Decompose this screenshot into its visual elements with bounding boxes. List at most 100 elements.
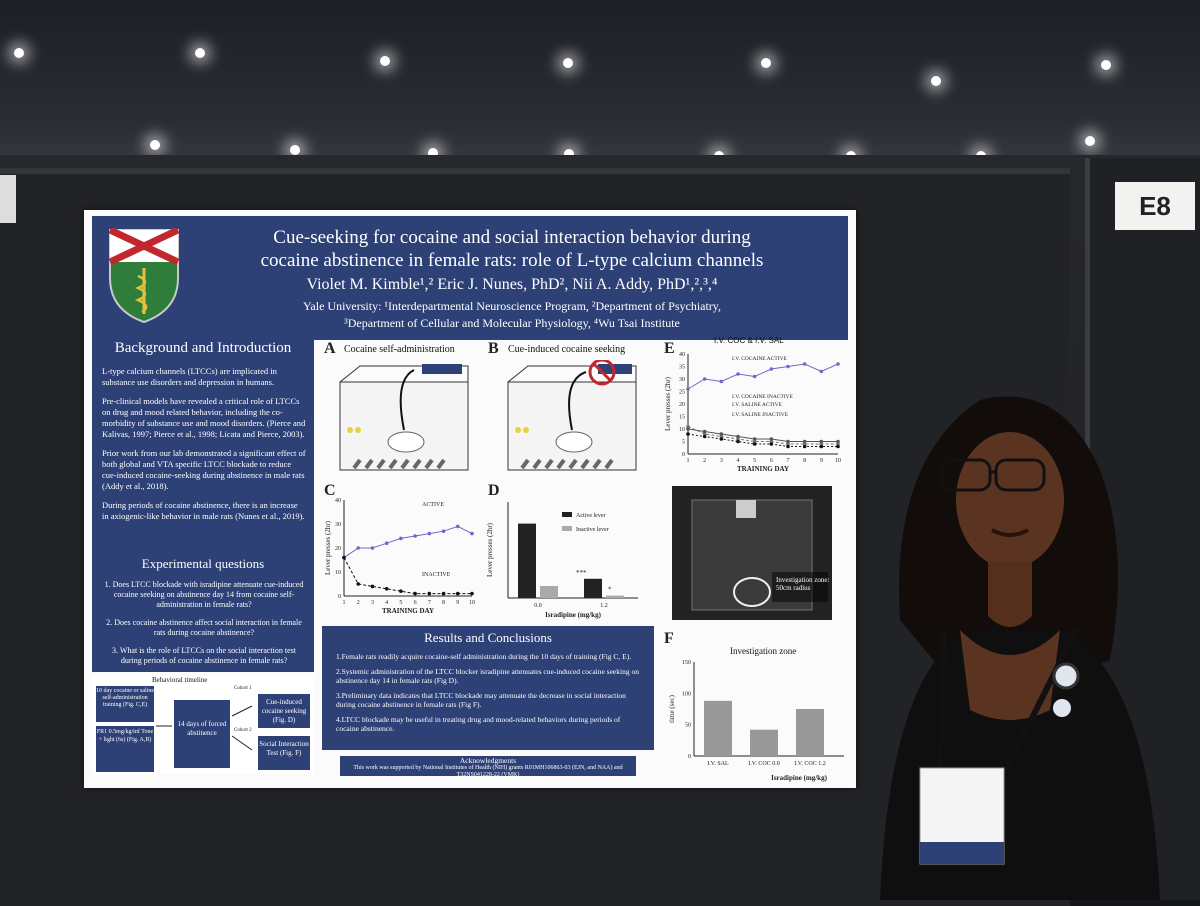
ceiling-light	[563, 58, 573, 68]
data-point	[769, 437, 774, 441]
data-point	[752, 374, 757, 379]
data-point	[719, 432, 724, 436]
data-point	[455, 591, 460, 596]
data-point	[836, 444, 840, 449]
data-point	[342, 555, 346, 560]
acknowledgments-text: This work was supported by National Inst…	[353, 765, 623, 778]
x-tick-label: 3	[720, 458, 723, 464]
y-tick-label: 10	[679, 427, 685, 433]
data-point	[702, 434, 707, 439]
series-line	[687, 433, 838, 447]
data-point	[702, 432, 707, 436]
y-tick-label: 30	[335, 522, 341, 528]
ceiling-light	[380, 56, 390, 66]
y-tick-label: 0	[688, 754, 691, 760]
investigation-zone-photo: Investigation zone: 50cm radius	[672, 486, 832, 620]
data-point	[413, 591, 417, 596]
research-poster: Cue-seeking for cocaine and social inter…	[84, 210, 856, 788]
cohort-label: Cohort 2	[234, 728, 252, 733]
background-section: Background and Introduction L-type calci…	[92, 336, 314, 672]
data-point	[752, 437, 757, 441]
y-axis-label: Lever presses (2hr)	[486, 522, 494, 577]
y-tick-label: 25	[679, 390, 685, 396]
questions-title: Experimental questions	[141, 556, 265, 571]
bar	[584, 578, 602, 598]
data-point	[427, 591, 432, 596]
y-axis-label: time (sec)	[668, 694, 676, 722]
background-bullet: Pre-clinical models have revealed a crit…	[102, 396, 306, 439]
x-tick-label: 5	[753, 458, 756, 464]
y-tick-label: 40	[335, 498, 341, 504]
timeline-box: 14 days of forced abstinence	[174, 700, 230, 768]
affiliation-line: Yale University: ¹Interdepartmental Neur…	[302, 299, 722, 313]
x-axis-label: Isradipine (mg/kg)	[545, 611, 601, 619]
data-point	[819, 369, 824, 374]
legend-entry: ACTIVE	[422, 502, 444, 508]
legend-swatch	[562, 526, 572, 531]
y-tick-label: 35	[679, 365, 685, 371]
panel-title-f: Investigation zone	[730, 646, 797, 656]
panel-label-b: B	[488, 340, 499, 357]
data-point	[719, 434, 724, 439]
data-point	[819, 439, 824, 444]
data-point	[686, 424, 690, 429]
y-tick-label: 50	[685, 723, 691, 729]
ceiling-light	[14, 48, 24, 58]
y-tick-label: 20	[679, 402, 685, 408]
poster-authors: Violet M. Kimble¹,² Eric J. Nunes, PhD²,…	[306, 276, 718, 293]
bar	[750, 729, 778, 756]
poster-title-line: Cue-seeking for cocaine and social inter…	[273, 227, 751, 248]
x-tick-label: 2	[357, 600, 360, 606]
data-point	[819, 444, 824, 449]
y-axis-label: Lever presses (2hr)	[324, 520, 332, 575]
data-point	[370, 546, 375, 550]
background-bullet: L-type calcium channels (LTCCs) are impl…	[102, 366, 277, 387]
data-point	[736, 372, 740, 376]
results-title: Results and Conclusions	[424, 630, 552, 645]
questions-text: 1. Does LTCC blockade with isradipine at…	[102, 580, 306, 674]
data-point	[769, 367, 774, 371]
series-line	[687, 363, 839, 390]
background-text: L-type calcium channels (LTCCs) are impl…	[102, 366, 306, 530]
y-axis-label: Lever presses (2hr)	[664, 376, 672, 431]
x-tick-label: 4	[385, 600, 388, 606]
data-point	[802, 362, 807, 366]
operant-chamber-illustration	[507, 360, 637, 471]
data-point	[752, 442, 757, 446]
timeline-box: FR1 0.5mg/kg/inf Tone + light (6s) (Fig.…	[96, 726, 154, 772]
timeline-box: 10 day cocaine or saline self-administra…	[96, 686, 154, 722]
ceiling-light	[1101, 60, 1111, 70]
results-section: Results and Conclusions 1.Female rats re…	[322, 626, 654, 750]
bar	[540, 586, 558, 598]
panel-label-f: F	[664, 630, 674, 647]
timeline-box: Social Interaction Test (Fig. F)	[258, 736, 310, 770]
ceiling	[0, 0, 1200, 175]
presenter-person	[880, 396, 1160, 900]
legend-entry: I.V. SALINE INACTIVE	[732, 412, 789, 418]
legend-entry: Inactive lever	[576, 527, 609, 533]
ceiling-light	[150, 140, 160, 150]
ceiling-light	[290, 145, 300, 155]
y-tick-label: 0	[682, 452, 685, 458]
data-point	[786, 364, 790, 369]
data-point	[736, 437, 740, 441]
question-item: 2. Does cocaine abstinence affect social…	[106, 618, 302, 637]
panel-title-e: I.V. COC & I.V. SAL	[714, 336, 784, 345]
result-item: 2.Systemic administration of the LTCC bl…	[336, 666, 639, 686]
timeline-box: Cue-induced cocaine seeking (Fig. D)	[258, 694, 310, 728]
x-tick-label: 7	[787, 458, 790, 464]
data-point	[413, 534, 417, 538]
question-item: 1. Does LTCC blockade with isradipine at…	[104, 580, 304, 609]
x-tick-label: 8	[442, 600, 445, 606]
panel-caption-b: Cue-induced cocaine seeking	[508, 344, 626, 355]
y-tick-label: 100	[682, 691, 691, 697]
legend-entry: INACTIVE	[422, 572, 451, 578]
data-point	[836, 362, 840, 366]
data-point	[356, 582, 361, 586]
ceiling-light	[761, 58, 771, 68]
panel-caption-a: Cocaine self-administration	[344, 344, 455, 355]
data-point	[686, 387, 690, 391]
results-text: 1.Female rats readily acquire cocaine-se…	[336, 652, 642, 739]
ceiling-light	[1085, 136, 1095, 146]
x-tick-label: 1	[343, 600, 346, 606]
